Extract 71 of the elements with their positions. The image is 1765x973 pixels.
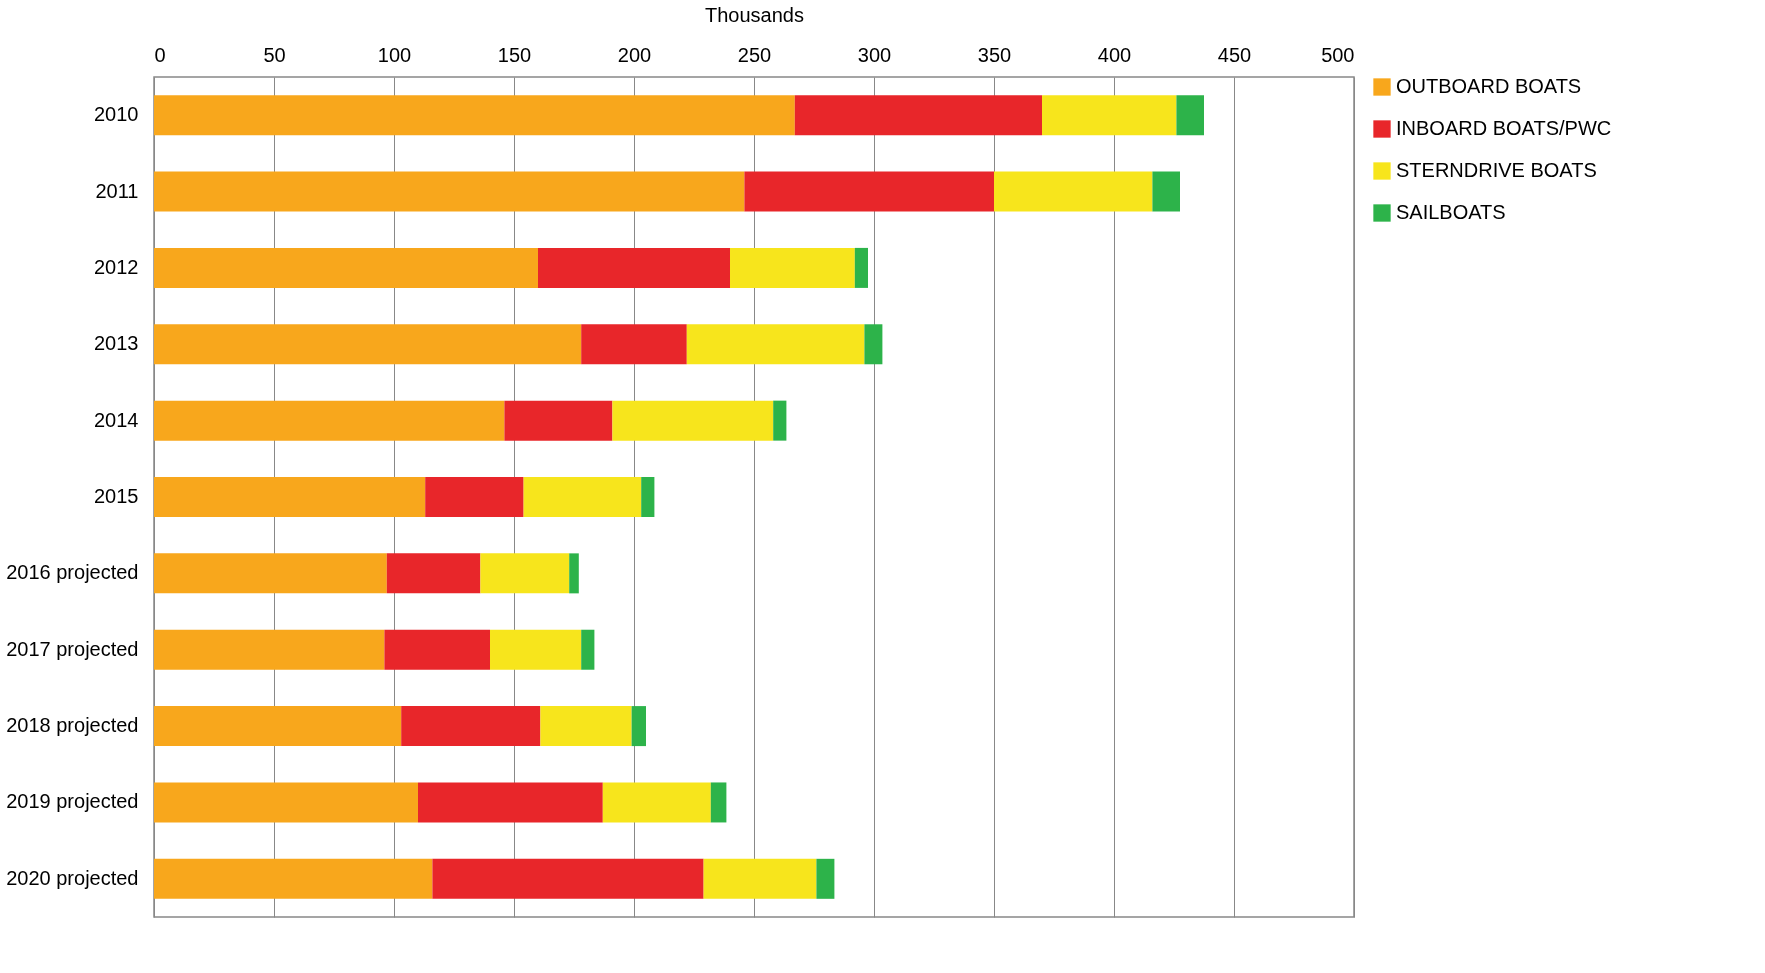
x-tick-label: 350 bbox=[977, 43, 1012, 66]
x-tick-label: 450 bbox=[1217, 43, 1252, 66]
legend-label: OUTBOARD BOATS bbox=[1396, 75, 1582, 97]
bar bbox=[490, 629, 582, 670]
bar bbox=[154, 553, 387, 594]
bar bbox=[480, 553, 570, 594]
y-tick-label: 2010 bbox=[94, 103, 139, 126]
bar bbox=[794, 95, 1042, 136]
bar bbox=[538, 247, 730, 288]
bar bbox=[154, 858, 433, 899]
bar bbox=[418, 782, 603, 823]
y-tick-label: 2014 bbox=[94, 408, 139, 431]
x-tick-label: 100 bbox=[377, 43, 412, 66]
bar bbox=[864, 324, 883, 365]
bar bbox=[1042, 95, 1177, 136]
bar bbox=[432, 858, 704, 899]
bar bbox=[744, 171, 994, 212]
bar bbox=[154, 247, 538, 288]
bar bbox=[154, 782, 418, 823]
bar bbox=[730, 247, 855, 288]
bar bbox=[154, 400, 505, 441]
bar bbox=[816, 858, 835, 899]
bar bbox=[1176, 95, 1204, 136]
bar bbox=[686, 324, 865, 365]
bar bbox=[154, 477, 426, 517]
bar bbox=[641, 477, 655, 517]
x-tick-label: 300 bbox=[857, 43, 892, 66]
bar bbox=[994, 171, 1153, 212]
y-tick-label: 2016 projected bbox=[6, 561, 139, 584]
bar bbox=[581, 324, 687, 365]
bar bbox=[523, 477, 642, 517]
bar bbox=[425, 477, 524, 517]
y-tick-label: 2011 bbox=[95, 179, 139, 202]
bar bbox=[703, 858, 817, 899]
bar bbox=[154, 324, 582, 365]
bar bbox=[1152, 171, 1180, 212]
bar bbox=[773, 400, 787, 441]
bar bbox=[154, 706, 402, 747]
bar bbox=[854, 247, 868, 288]
x-tick-label: 250 bbox=[737, 43, 772, 66]
y-tick-label: 2017 projected bbox=[6, 637, 139, 660]
bar bbox=[384, 629, 490, 670]
bar bbox=[154, 95, 795, 136]
x-axis-title: Thousands bbox=[705, 3, 804, 26]
legend-label: INBOARD BOATS/PWC bbox=[1396, 117, 1612, 139]
x-tick-label: 200 bbox=[617, 43, 652, 66]
x-tick-label: 0 bbox=[154, 43, 166, 66]
bar bbox=[612, 400, 774, 441]
x-tick-label: 400 bbox=[1097, 43, 1132, 66]
legend-label: SAILBOATS bbox=[1396, 201, 1506, 223]
y-tick-label: 2018 projected bbox=[6, 714, 139, 737]
x-tick-label: 50 bbox=[263, 43, 286, 66]
y-tick-label: 2015 bbox=[94, 485, 139, 507]
x-tick-label: 500 bbox=[1321, 43, 1355, 66]
bar bbox=[710, 782, 727, 823]
bar bbox=[540, 706, 632, 747]
bar bbox=[631, 706, 646, 747]
bar bbox=[581, 629, 595, 670]
y-tick-label: 2019 projected bbox=[6, 790, 139, 813]
y-tick-label: 2012 bbox=[94, 255, 139, 278]
bar bbox=[602, 782, 711, 823]
bar bbox=[154, 171, 745, 212]
y-tick-label: 2013 bbox=[94, 332, 139, 355]
bar bbox=[401, 706, 541, 747]
bar bbox=[386, 553, 481, 594]
legend-label: STERNDRIVE BOATS bbox=[1396, 159, 1597, 181]
bar bbox=[504, 400, 613, 441]
bar bbox=[154, 629, 385, 670]
x-tick-label: 150 bbox=[497, 43, 532, 66]
bar bbox=[569, 553, 579, 594]
y-tick-label: 2020 projected bbox=[6, 866, 139, 889]
